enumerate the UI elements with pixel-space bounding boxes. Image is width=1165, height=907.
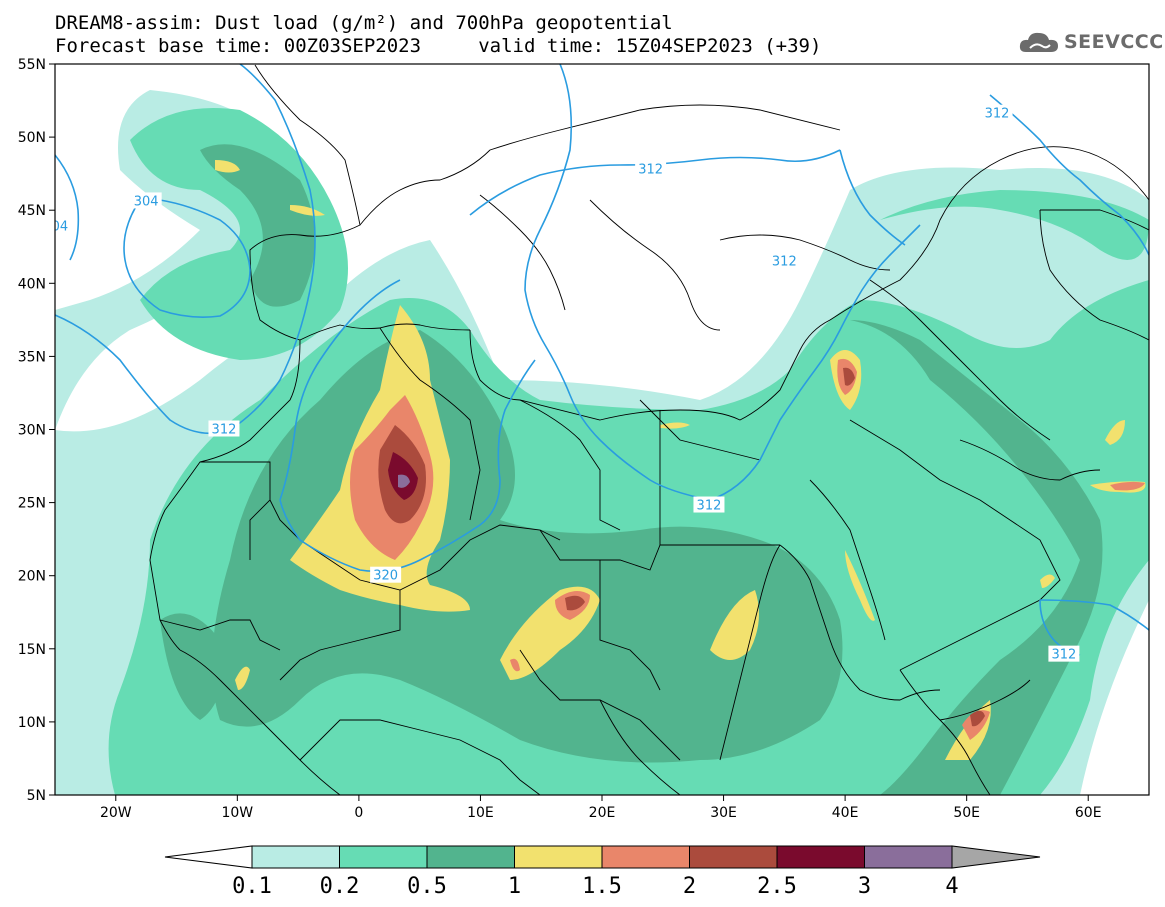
colorbar: 0.1 0.2 0.5 1 1.5 2 2.5 3 4 bbox=[164, 845, 1041, 899]
lat-tick-label: 25N bbox=[18, 496, 46, 512]
contour-label-bg bbox=[981, 104, 1013, 121]
contour-label: 312 bbox=[772, 254, 797, 269]
contour-label-bg bbox=[1048, 645, 1080, 662]
colorbar-swatch bbox=[689, 845, 778, 869]
colorbar-tick-label: 3 bbox=[858, 874, 871, 899]
colorbar-swatch bbox=[339, 845, 428, 869]
lat-tick-label: 5N bbox=[27, 788, 46, 804]
lon-tick-label: 10W bbox=[221, 805, 253, 821]
contour-label-bg bbox=[693, 496, 725, 513]
dust-field-3 bbox=[398, 474, 410, 488]
geopotential-contours bbox=[55, 64, 1149, 656]
contour-label-bg bbox=[55, 217, 71, 234]
lon-tick-label: 10E bbox=[467, 805, 494, 821]
seevccc-logo: SEEVCCC bbox=[1018, 26, 1164, 58]
cloud-icon bbox=[1019, 32, 1058, 52]
colorbar-tick-label: 0.1 bbox=[232, 874, 272, 899]
lat-tick-label: 30N bbox=[18, 423, 46, 439]
lat-tick-label: 10N bbox=[18, 715, 46, 731]
contour-label: 304 bbox=[134, 194, 159, 209]
colorbar-swatch bbox=[426, 845, 515, 869]
lon-tick-label: 60E bbox=[1075, 805, 1102, 821]
contour-label: 312 bbox=[212, 423, 237, 438]
contour-label-bg bbox=[130, 192, 162, 209]
lon-tick-label: 50E bbox=[953, 805, 980, 821]
lon-tick-label: 20W bbox=[100, 805, 132, 821]
contour-label-bg bbox=[768, 252, 800, 269]
colorbar-swatch bbox=[776, 845, 865, 869]
colorbar-tick-label: 0.2 bbox=[320, 874, 360, 899]
logo-text: SEEVCCC bbox=[1064, 31, 1164, 53]
lat-tick-label: 55N bbox=[18, 57, 46, 73]
lat-tick-label: 20N bbox=[18, 569, 46, 585]
chart-subtitle: Forecast base time: 00Z03SEP2023 valid t… bbox=[55, 35, 822, 57]
lat-tick-label: 50N bbox=[18, 130, 46, 146]
contour-label-bg bbox=[370, 566, 402, 583]
colorbar-tick-label: 1.5 bbox=[582, 874, 622, 899]
colorbar-over-arrow bbox=[951, 845, 1041, 869]
contour-labels: 304 04 312 312 312 312 312 312 320 bbox=[52, 104, 1080, 663]
colorbar-swatch bbox=[251, 845, 340, 869]
lat-tick-label: 35N bbox=[18, 349, 46, 365]
lon-tick-label: 40E bbox=[832, 805, 859, 821]
lat-tick-label: 40N bbox=[18, 276, 46, 292]
lon-tick-label: 20E bbox=[589, 805, 616, 821]
colorbar-swatch bbox=[601, 845, 690, 869]
colorbar-swatch bbox=[864, 845, 953, 869]
contour-label-bg bbox=[208, 420, 240, 437]
colorbar-under-arrow bbox=[164, 845, 253, 869]
colorbar-tick-label: 2.5 bbox=[757, 874, 797, 899]
lon-tick-label: 30E bbox=[710, 805, 737, 821]
contour-label: 312 bbox=[1051, 648, 1076, 663]
chart-title: DREAM8-assim: Dust load (g/m²) and 700hP… bbox=[55, 12, 673, 34]
country-borders bbox=[149, 64, 1149, 795]
lat-tick-label: 45N bbox=[18, 203, 46, 219]
lon-tick-label: 0 bbox=[354, 805, 363, 821]
colorbar-tick-label: 0.5 bbox=[407, 874, 447, 899]
colorbar-tick-label: 1 bbox=[508, 874, 521, 899]
contour-label: 04 bbox=[52, 219, 69, 234]
lat-tick-label: 15N bbox=[18, 642, 46, 658]
latitude-axis: 55N 50N 45N 40N 35N 30N 25N 20N 15N 10N 5N bbox=[18, 57, 55, 804]
colorbar-tick-label: 4 bbox=[945, 874, 958, 899]
contour-label: 312 bbox=[638, 162, 663, 177]
contour-label: 320 bbox=[373, 569, 398, 584]
contour-label: 312 bbox=[985, 107, 1010, 122]
contour-label-bg bbox=[635, 160, 667, 177]
longitude-axis: 20W 10W 0 10E 20E 30E 40E 50E 60E bbox=[100, 795, 1102, 821]
colorbar-swatch bbox=[514, 845, 603, 869]
colorbar-tick-label: 2 bbox=[683, 874, 696, 899]
contour-label: 312 bbox=[697, 499, 722, 514]
